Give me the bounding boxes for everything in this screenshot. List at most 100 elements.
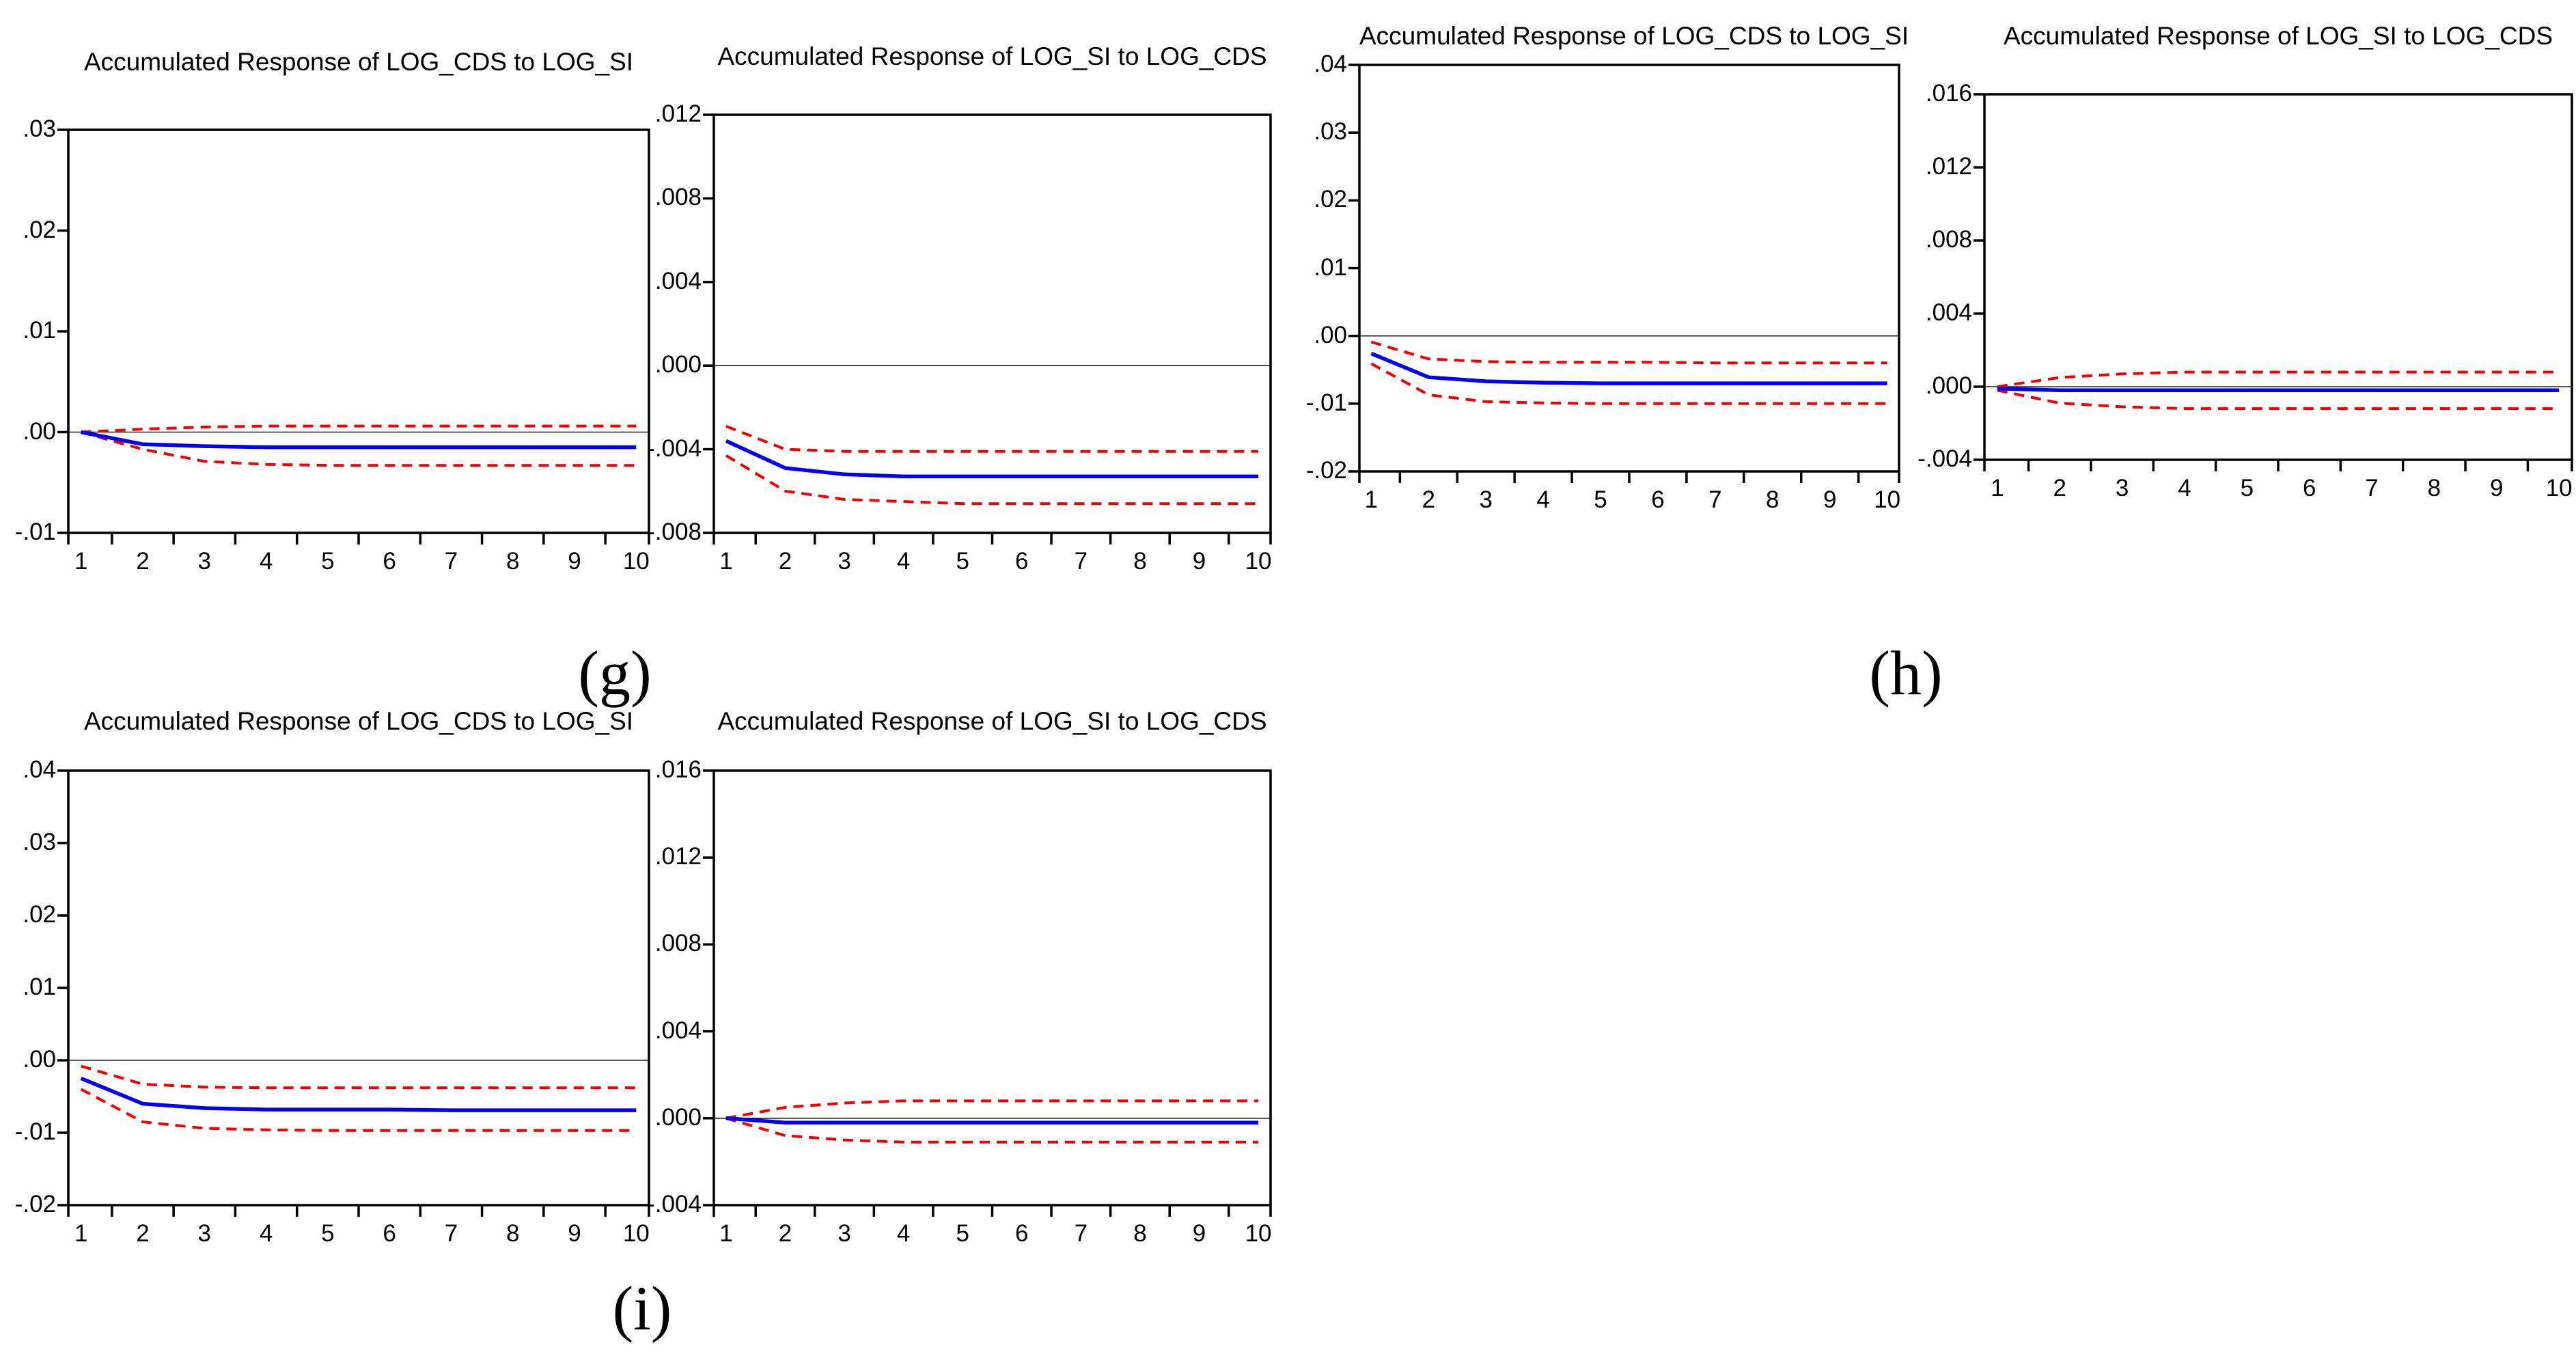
x-axis-tick-label: 2	[778, 548, 792, 575]
chart-title: Accumulated Response of LOG_CDS to LOG_S…	[83, 707, 634, 735]
y-axis-tick-label: .03	[23, 115, 56, 142]
x-axis-tick-label: 2	[136, 548, 150, 575]
x-axis-tick-label: 1	[719, 1220, 733, 1247]
x-axis-tick-label: 2	[136, 1220, 150, 1247]
y-axis-tick-label: .004	[1925, 299, 1972, 326]
lower-confidence-band	[80, 1088, 637, 1132]
panel-label-g: (g)	[578, 638, 652, 708]
lower-confidence-band	[725, 454, 1259, 506]
response-line	[1997, 386, 2560, 393]
y-axis-tick-label: .00	[1314, 321, 1347, 348]
x-axis-tick-label: 9	[568, 1220, 581, 1247]
lower-confidence-band	[1370, 362, 1887, 405]
x-axis-tick-label: 9	[2489, 475, 2504, 501]
upper-confidence-band	[725, 1099, 1259, 1120]
x-axis-tick-label: 9	[1192, 548, 1206, 575]
x-axis-tick-label: 7	[2365, 475, 2379, 501]
y-axis-tick-label: .012	[1925, 153, 1972, 180]
plot-area	[1973, 93, 2573, 471]
upper-confidence-band	[1370, 340, 1887, 365]
x-axis-tick-label: 1	[74, 548, 88, 575]
lower-confidence-band	[81, 430, 637, 467]
x-axis-tick-label: 5	[321, 548, 335, 575]
x-axis-tick-label: 4	[896, 1220, 911, 1247]
y-axis-tick-label: .03	[1314, 118, 1347, 146]
y-axis-tick-label: .004	[654, 267, 702, 294]
chart-title: Accumulated Response of LOG_CDS to LOG_S…	[83, 48, 634, 76]
y-axis-tick-label: .000	[654, 1103, 702, 1131]
x-axis-tick-label: 3	[2115, 475, 2129, 501]
x-axis-tick-label: 5	[321, 1220, 335, 1247]
x-axis-tick-label: 10	[1874, 486, 1901, 513]
x-axis-tick-label: 1	[74, 1220, 88, 1247]
lower-confidence-band	[725, 1116, 1259, 1144]
plot-border	[67, 769, 650, 1207]
y-axis-tick-label: .004	[654, 1017, 702, 1044]
x-axis-tick-label: 6	[383, 548, 396, 575]
x-axis-tick-label: 2	[2053, 475, 2066, 501]
chart-title: Accumulated Response of LOG_SI to LOG_CD…	[717, 707, 1267, 735]
y-axis-tick-label: .01	[23, 974, 56, 1000]
x-axis-tick-label: 10	[1245, 1220, 1272, 1247]
y-axis-tick-label: -.01	[14, 519, 56, 545]
y-axis-tick-label: .00	[23, 1046, 56, 1073]
y-axis-tick-label: .00	[23, 417, 56, 445]
response-line	[1370, 351, 1887, 385]
x-axis-tick-label: 4	[896, 548, 911, 575]
x-axis-tick-label: 1	[1364, 486, 1379, 513]
y-axis-tick-label: -.004	[1917, 445, 1972, 472]
upper-confidence-band	[81, 424, 637, 434]
x-axis-tick-label: 4	[259, 548, 273, 575]
y-axis-tick-label: -.01	[1305, 389, 1347, 416]
x-axis-tick-label: 1	[719, 548, 733, 575]
x-axis-tick-label: 5	[1594, 486, 1607, 513]
x-axis-tick-label: 3	[197, 1220, 211, 1247]
y-axis-tick-label: .02	[23, 216, 56, 243]
x-axis-tick-label: 9	[568, 548, 581, 575]
upper-confidence-band	[1997, 370, 2560, 388]
x-axis-tick-label: 7	[444, 548, 458, 575]
chart-title: Accumulated Response of LOG_SI to LOG_CD…	[2003, 22, 2553, 50]
x-axis-tick-label: 8	[1133, 1220, 1147, 1247]
x-axis-tick-label: 10	[622, 1220, 650, 1247]
y-axis-tick-label: .03	[23, 829, 56, 855]
x-axis-tick-label: 8	[2427, 475, 2441, 501]
x-axis-tick-label: 10	[1245, 548, 1272, 575]
plot-area	[57, 769, 650, 1217]
y-axis-tick-label: -.004	[647, 435, 702, 462]
x-axis-tick-label: 7	[1074, 548, 1088, 575]
response-line	[81, 430, 637, 450]
x-axis-tick-label: 8	[505, 1220, 520, 1247]
x-axis-tick-label: 4	[259, 1220, 273, 1247]
x-axis-tick-label: 1	[1991, 475, 2004, 501]
x-axis-tick-label: 4	[2178, 475, 2191, 501]
x-axis-tick-label: 5	[956, 1220, 969, 1247]
x-axis-tick-label: 6	[1015, 1220, 1029, 1247]
x-axis-tick-label: 6	[1015, 548, 1029, 575]
x-axis-tick-label: 3	[197, 548, 211, 575]
y-axis-tick-label: .02	[23, 901, 56, 928]
panel-label-h: (h)	[1869, 638, 1943, 708]
response-line	[725, 1116, 1259, 1125]
y-axis-tick-label: .012	[654, 843, 702, 870]
y-axis-tick-label: .000	[1925, 372, 1972, 399]
plot-area	[1348, 64, 1900, 483]
y-axis-tick-label: .000	[654, 351, 702, 378]
y-axis-tick-label: .01	[23, 317, 56, 344]
lower-confidence-band	[1997, 389, 2560, 411]
y-axis-tick-label: .01	[1314, 253, 1347, 281]
upper-confidence-band	[725, 425, 1259, 453]
x-axis-tick-label: 9	[1192, 1220, 1206, 1247]
x-axis-tick-label: 2	[778, 1220, 792, 1247]
y-axis-tick-label: -.01	[14, 1118, 56, 1145]
y-axis-tick-label: .016	[654, 756, 702, 783]
x-axis-tick-label: 6	[383, 1220, 396, 1247]
response-line	[80, 1076, 637, 1112]
y-axis-tick-label: -.004	[647, 1191, 702, 1217]
plot-area	[703, 769, 1272, 1217]
y-axis-tick-label: .008	[654, 184, 702, 211]
y-axis-tick-label: .016	[1925, 80, 1972, 107]
chart-title: Accumulated Response of LOG_SI to LOG_CD…	[717, 42, 1267, 70]
x-axis-tick-label: 2	[1422, 486, 1436, 513]
